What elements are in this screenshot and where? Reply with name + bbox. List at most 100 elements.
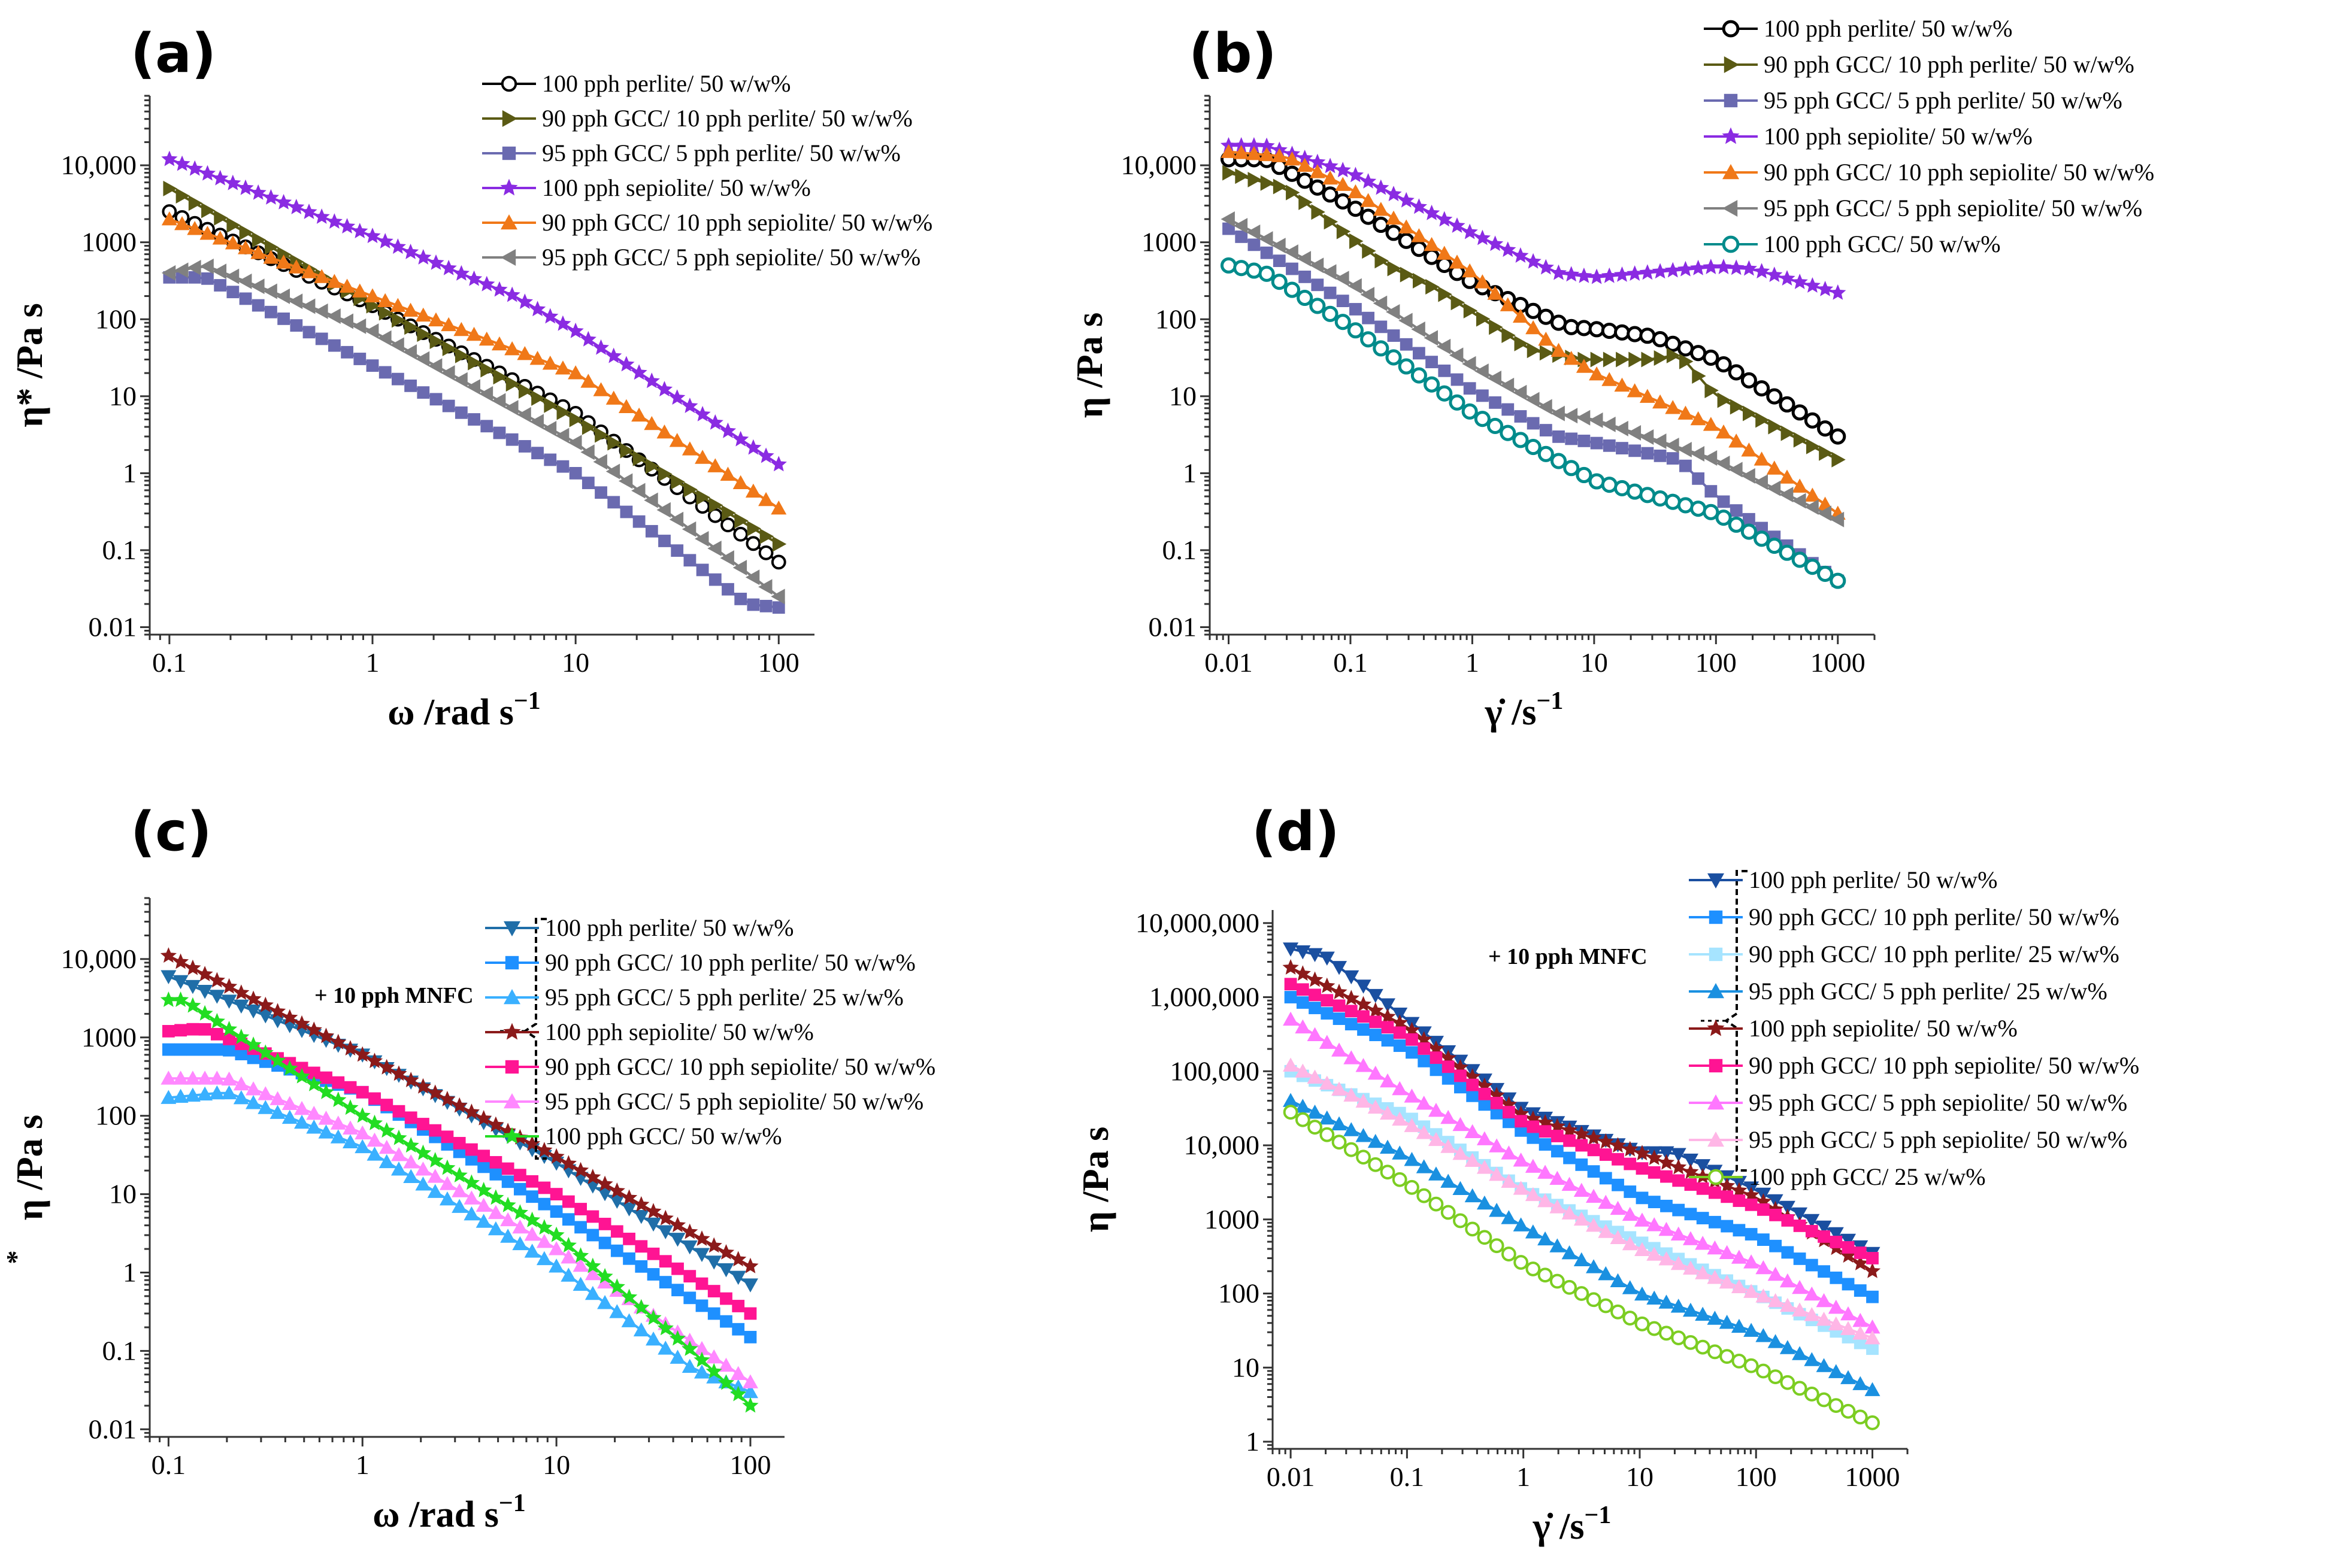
chart-a-series-6-point xyxy=(352,318,367,334)
chart-c-series-7-point xyxy=(499,1196,516,1212)
chart-b-series-2-point xyxy=(1628,351,1643,368)
chart-b-series-1-point xyxy=(1804,412,1821,429)
chart-a-series-6-point xyxy=(339,313,354,329)
chart-a-series-3-point xyxy=(366,359,379,372)
chart-a-series-5-point xyxy=(263,250,279,264)
chart-a-series-2-point xyxy=(378,305,393,321)
chart-d-series-5-point xyxy=(1670,1158,1687,1175)
chart-a-series-6-point xyxy=(390,337,404,353)
chart-c-series-3-point xyxy=(209,1085,225,1100)
chart-b-series-7-point xyxy=(1576,466,1592,484)
chart-b-legend-label: 100 pph perlite/ 50 w/w% xyxy=(1764,15,2013,42)
chart-b-series-3-point xyxy=(1628,444,1642,457)
chart-c-series-3-point xyxy=(512,1236,528,1251)
chart-b-series-7-point xyxy=(1677,497,1694,514)
chart-d-series-7-point xyxy=(1549,1170,1565,1185)
chart-b-series-6-point xyxy=(1614,420,1628,436)
chart-d-series-4-point xyxy=(1283,1093,1299,1107)
chart-d-series-6-point xyxy=(1502,1106,1515,1118)
chart-d-series-6-point xyxy=(1781,1214,1794,1227)
chart-c-series-6-point xyxy=(281,1096,298,1111)
chart-a-series-6-point xyxy=(568,435,582,451)
chart-d-series-7-point xyxy=(1840,1306,1857,1321)
chart-b-series-3-point xyxy=(1565,432,1578,445)
chart-b-series-5-point xyxy=(1601,372,1618,386)
chart-d-series-6-point xyxy=(1636,1162,1649,1175)
chart-d-legend-label: 95 pph GCC/ 5 pph sepiolite/ 50 w/w% xyxy=(1749,1126,2127,1153)
chart-c-series-4-point xyxy=(717,1244,735,1260)
chart-c-series-3-point xyxy=(246,1095,262,1109)
chart-b-series-5-point xyxy=(1779,469,1795,484)
chart-c-legend-swatch-marker xyxy=(504,1093,520,1109)
chart-c-series-1-point xyxy=(597,1187,613,1202)
chart-d-series-7-point xyxy=(1755,1260,1771,1275)
chart-b-series-1-point xyxy=(1322,186,1338,203)
chart-d-x-axis-title: γ̇ /s−1 xyxy=(1533,1502,1612,1547)
chart-b-series-5-point xyxy=(1271,148,1288,162)
chart-b-legend-label: 100 pph sepiolite/ 50 w/w% xyxy=(1764,123,2033,150)
chart-d-series-9-point xyxy=(1331,1135,1347,1150)
chart-b-series-1-point xyxy=(1766,388,1783,405)
chart-b-series-6-point xyxy=(1436,338,1451,354)
chart-d-series-8-point xyxy=(1416,1125,1432,1139)
chart-d-series-2-point xyxy=(1478,1098,1491,1111)
chart-a-series-3-point xyxy=(658,535,671,547)
chart-b-x-tick-label: 0.1 xyxy=(1333,647,1368,678)
chart-d-series-5-point xyxy=(1731,1182,1748,1198)
chart-d-series-1-point xyxy=(1355,979,1371,994)
chart-a-series-6-line xyxy=(169,265,780,598)
chart-d-series-9-point xyxy=(1477,1230,1492,1245)
chart-b-series-2-point xyxy=(1286,184,1300,201)
chart-c-series-1-point xyxy=(670,1233,686,1247)
chart-b-series-5-point xyxy=(1233,145,1249,159)
chart-d-series-1-point xyxy=(1283,942,1299,957)
chart-d-series-6-point xyxy=(1733,1194,1746,1207)
chart-a-series-3-point xyxy=(328,339,341,352)
chart-d-y-tick-label: 10 xyxy=(1232,1352,1259,1382)
chart-b-series-2-point xyxy=(1450,295,1465,311)
chart-b-series-3-point xyxy=(1489,396,1501,409)
chart-c-series-1-point xyxy=(197,985,213,999)
chart-a-legend-label: 90 pph GCC/ 10 pph perlite/ 50 w/w% xyxy=(542,105,913,132)
chart-b-series-7-point xyxy=(1271,274,1288,290)
chart-d-series-7-point xyxy=(1355,1058,1371,1072)
chart-b-series-7-point xyxy=(1258,265,1275,282)
chart-b-series-6 xyxy=(1221,211,1845,527)
chart-c-legend-label: 95 pph GCC/ 5 pph sepiolite/ 50 w/w% xyxy=(545,1088,923,1115)
chart-a-series-3-point xyxy=(429,393,443,406)
chart-b-series-4-point xyxy=(1512,247,1529,263)
chart-d-series-2-point xyxy=(1721,1220,1734,1233)
chart-b-series-1-point xyxy=(1779,396,1795,413)
chart-d-series-9-point xyxy=(1489,1238,1504,1254)
chart-c-series-7-point xyxy=(317,1084,335,1099)
chart-a-series-3-point xyxy=(620,505,633,518)
chart-d-series-6-point xyxy=(1745,1198,1758,1211)
chart-d-series-2-point xyxy=(1369,1029,1382,1042)
chart-c-series-1-point xyxy=(706,1255,722,1270)
chart-a-legend-swatch-marker xyxy=(501,249,516,266)
chart-b-series-5-point xyxy=(1728,433,1745,448)
chart-d-series-5-point xyxy=(1597,1133,1614,1149)
chart-c-series-3-point xyxy=(367,1147,383,1161)
chart-b-series-3-point xyxy=(1260,246,1273,259)
chart-a-series-5-point xyxy=(504,341,520,356)
chart-a-series-4-point xyxy=(643,372,660,389)
chart-d-series-1-point xyxy=(1779,1200,1795,1215)
chart-d-series-6-point xyxy=(1660,1170,1673,1183)
chart-b-series-7-point xyxy=(1613,480,1631,496)
chart-d-legend-swatch-marker xyxy=(1709,1059,1723,1073)
chart-d-series-4-point xyxy=(1622,1280,1638,1294)
chart-a-series-6-point xyxy=(656,502,671,518)
chart-d-series-9-point xyxy=(1828,1398,1844,1414)
chart-b-series-3-point xyxy=(1679,459,1692,472)
chart-c-series-5-point xyxy=(186,1023,199,1036)
chart-b-series-6-point xyxy=(1221,211,1235,227)
chart-a-series-6 xyxy=(161,258,785,605)
chart-b-series-1-point xyxy=(1373,216,1389,233)
chart-c-series-7-point xyxy=(511,1204,528,1220)
chart-c-series-2-point xyxy=(235,1048,248,1060)
chart-b-series-3-point xyxy=(1514,410,1527,423)
chart-a-series-6-point xyxy=(529,414,544,430)
chart-a-series-4-point xyxy=(504,286,520,302)
chart-d-series-2-point xyxy=(1393,1039,1406,1053)
